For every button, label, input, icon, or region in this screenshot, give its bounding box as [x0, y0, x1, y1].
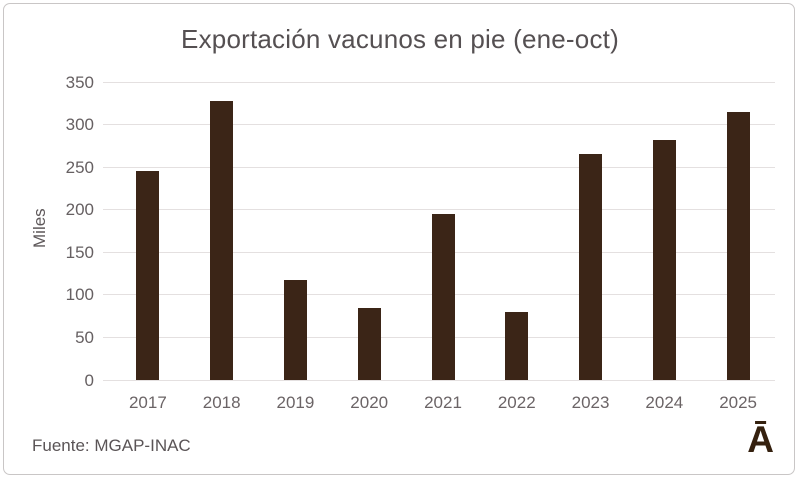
x-tick-label-2023: 2023 [571, 393, 610, 412]
x-tick-label-2022: 2022 [497, 393, 536, 412]
chart-title: Exportación vacunos en pie (ene-oct) [181, 24, 619, 54]
bar-2022 [505, 311, 529, 380]
x-tick-label-2017: 2017 [128, 393, 167, 412]
bar-2020 [357, 307, 381, 380]
x-tick-label-2021: 2021 [424, 393, 462, 412]
x-tick-label-2020: 2020 [350, 393, 389, 412]
y-tick-label-300: 300 [65, 115, 94, 135]
gridline-350 [103, 81, 775, 83]
y-tick-label-100: 100 [65, 285, 94, 305]
y-tick-label-200: 200 [65, 200, 94, 220]
bar-2021 [431, 213, 455, 380]
gridline-0 [103, 379, 775, 381]
bar-2017 [136, 170, 160, 380]
y-tick-label-50: 50 [75, 327, 94, 347]
bar-2019 [283, 280, 307, 380]
x-tick-label-2025: 2025 [719, 393, 758, 412]
bar-2023 [579, 154, 603, 380]
x-tick-label-2018: 2018 [202, 393, 241, 412]
bar-2024 [652, 139, 676, 380]
gridline-200 [103, 209, 775, 211]
bar-2025 [726, 111, 750, 380]
y-tick-label-0: 0 [84, 370, 94, 390]
y-tick-label-250: 250 [65, 157, 94, 177]
gridline-300 [103, 124, 775, 126]
gridline-250 [103, 166, 775, 168]
source-note: Fuente: MGAP-INAC [32, 436, 191, 455]
x-tick-label-2019: 2019 [276, 393, 315, 412]
y-tick-label-150: 150 [65, 242, 94, 262]
bar-2018 [210, 100, 234, 380]
y-tick-label-350: 350 [65, 72, 94, 92]
x-tick-label-2024: 2024 [645, 393, 684, 412]
brand-logo: Ā [747, 419, 774, 460]
